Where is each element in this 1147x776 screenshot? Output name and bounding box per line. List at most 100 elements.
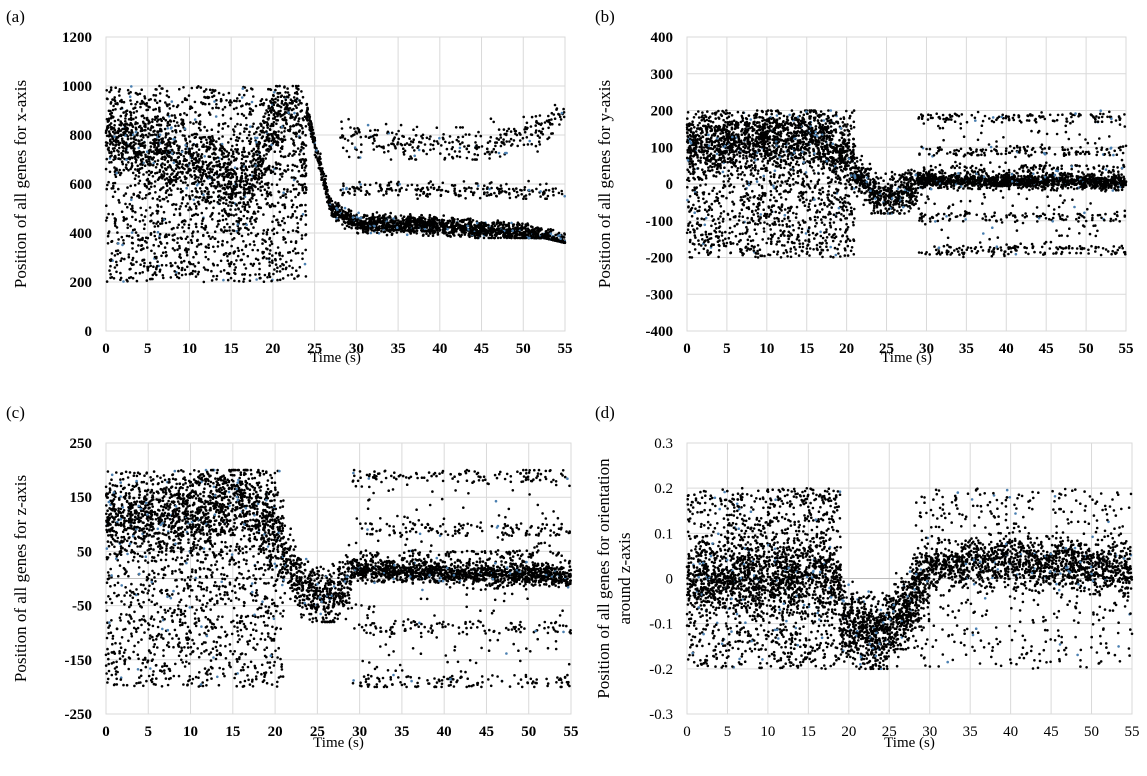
scatter-point <box>251 189 255 192</box>
scatter-point <box>192 198 196 202</box>
scatter-point <box>370 220 373 223</box>
scatter-point <box>222 186 226 190</box>
scatter-point <box>141 120 145 124</box>
scatter-point <box>181 196 185 199</box>
scatter-point <box>363 213 366 217</box>
scatter-point <box>126 151 129 154</box>
scatter-point <box>151 212 154 215</box>
scatter-point <box>171 203 174 207</box>
scatter-point <box>215 274 219 278</box>
scatter-point <box>271 229 274 232</box>
scatter-point <box>201 162 205 166</box>
scatter-point <box>511 229 514 232</box>
scatter-point <box>122 168 126 172</box>
scatter-point <box>408 157 411 161</box>
scatter-point <box>160 254 163 258</box>
scatter-point <box>139 206 142 210</box>
scatter-point <box>168 155 171 159</box>
scatter-point <box>115 131 118 134</box>
scatter-point <box>252 240 256 243</box>
scatter-point <box>113 98 116 101</box>
scatter-point <box>148 160 151 163</box>
scatter-point <box>188 107 192 110</box>
scatter-point <box>429 220 433 224</box>
scatter-point <box>111 147 115 150</box>
scatter-point <box>201 182 204 186</box>
scatter-point <box>252 95 255 98</box>
scatter-point <box>117 127 121 130</box>
scatter-point <box>559 237 562 240</box>
scatter-point <box>109 276 112 280</box>
scatter-point <box>263 115 266 118</box>
scatter-point <box>290 113 293 117</box>
scatter-point <box>189 218 193 221</box>
scatter-point <box>208 201 211 205</box>
scatter-point <box>293 144 296 147</box>
scatter-point <box>301 185 304 189</box>
scatter-point <box>448 135 452 138</box>
scatter-point <box>171 172 174 175</box>
scatter-point <box>219 199 222 202</box>
scatter-point <box>127 169 130 172</box>
scatter-point <box>263 188 267 191</box>
scatter-point <box>107 180 110 184</box>
scatter-point <box>502 138 505 141</box>
scatter-point <box>270 279 273 283</box>
scatter-point <box>265 257 269 260</box>
scatter-point <box>224 202 228 205</box>
scatter-point <box>170 156 173 160</box>
scatter-point <box>228 229 231 232</box>
scatter-point <box>237 279 241 283</box>
scatter-point <box>138 140 141 143</box>
scatter-point <box>256 161 260 164</box>
scatter-point <box>155 273 158 277</box>
scatter-point <box>178 244 181 248</box>
scatter-point <box>222 178 226 182</box>
scatter-point <box>288 251 292 254</box>
scatter-point <box>469 217 472 220</box>
scatter-point <box>509 137 513 141</box>
scatter-point <box>202 90 206 93</box>
scatter-point <box>235 99 238 103</box>
scatter-point <box>257 157 260 160</box>
scatter-point <box>414 158 418 161</box>
scatter-point <box>150 249 153 253</box>
scatter-point <box>166 113 169 117</box>
scatter-point <box>204 250 207 254</box>
scatter-point <box>123 142 126 145</box>
scatter-point <box>360 143 363 146</box>
scatter-point <box>255 202 259 206</box>
scatter-point <box>115 270 118 274</box>
scatter-point <box>494 144 497 148</box>
scatter-point <box>154 107 157 111</box>
scatter-point <box>391 224 394 228</box>
scatter-point <box>233 192 237 195</box>
scatter-point <box>177 276 181 280</box>
scatter-point <box>270 111 273 114</box>
scatter-point <box>315 149 318 152</box>
scatter-point <box>165 94 169 97</box>
scatter-point <box>254 104 258 108</box>
scatter-point <box>347 117 350 121</box>
scatter-point <box>126 280 129 283</box>
scatter-point <box>218 165 222 169</box>
scatter-point <box>392 221 396 225</box>
scatter-point <box>169 120 173 123</box>
scatter-point <box>499 133 502 137</box>
scatter-point <box>507 224 511 227</box>
scatter-point <box>254 164 257 167</box>
scatter-point <box>164 221 168 225</box>
scatter-point <box>461 126 465 129</box>
scatter-point <box>189 238 193 242</box>
scatter-point <box>263 173 266 176</box>
scatter-point <box>131 247 134 250</box>
scatter-point <box>267 113 271 117</box>
scatter-point <box>181 219 185 223</box>
scatter-point <box>268 272 271 275</box>
scatter-point <box>278 178 282 181</box>
scatter-point <box>217 91 221 95</box>
scatter-point <box>128 156 131 159</box>
scatter-point <box>514 227 518 231</box>
scatter-point <box>281 254 284 258</box>
scatter-point <box>252 193 255 197</box>
